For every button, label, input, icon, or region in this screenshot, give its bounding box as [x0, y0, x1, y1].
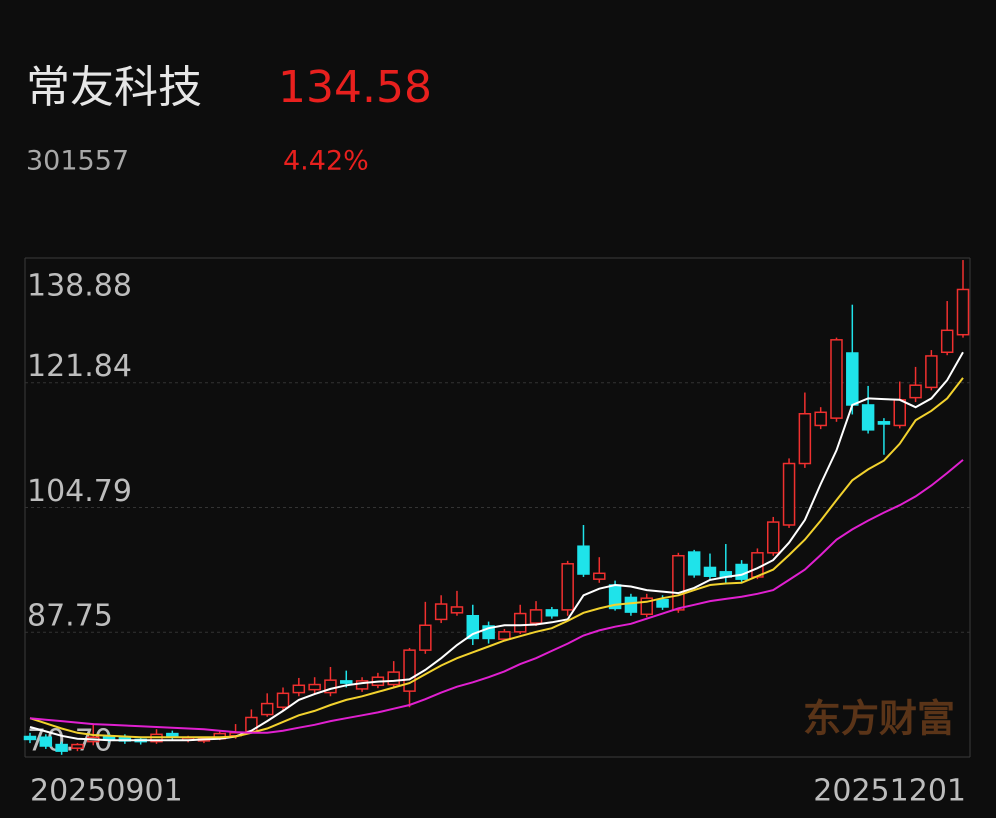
candle-body	[292, 684, 306, 694]
candle-body	[434, 603, 448, 621]
candle-body	[545, 609, 559, 617]
candle-body	[703, 566, 717, 577]
moving-average-line	[29, 377, 964, 739]
candle-body	[766, 521, 780, 554]
candle-body	[830, 339, 843, 419]
candle-body	[846, 352, 859, 406]
y-tick-label: 138.88	[27, 269, 132, 304]
candle-body	[324, 679, 337, 694]
candle-body	[893, 399, 906, 427]
candle-body	[450, 606, 464, 614]
candle-body	[482, 625, 495, 640]
candle-body	[355, 680, 369, 690]
candle-body	[624, 596, 638, 613]
candle-body	[498, 631, 511, 640]
candle-body	[798, 412, 812, 465]
candle-body	[593, 572, 606, 580]
candle-body	[814, 411, 827, 427]
candle-body	[577, 545, 590, 575]
stock-price: 134.58	[278, 62, 432, 113]
candle-body	[656, 598, 669, 608]
candle-body	[687, 551, 701, 576]
candle-body	[513, 612, 527, 633]
candle-body	[940, 329, 954, 354]
stock-change: 4.42%	[283, 146, 369, 177]
candle-body	[276, 692, 290, 708]
candle-body	[23, 735, 37, 741]
candle-body	[672, 554, 685, 611]
candle-body	[308, 683, 321, 691]
x-tick-label: 20250901	[30, 774, 183, 809]
candle-body	[956, 288, 970, 336]
y-tick-label: 121.84	[27, 349, 132, 384]
candle-body	[340, 680, 353, 684]
candle-body	[39, 736, 53, 747]
candle-body	[909, 384, 922, 399]
candle-body	[466, 614, 480, 640]
candle-body	[640, 597, 653, 616]
candle-body	[751, 552, 764, 578]
y-tick-label: 104.79	[27, 474, 132, 509]
candle-body	[166, 732, 179, 738]
candle-body	[55, 743, 68, 752]
candle-body	[387, 671, 400, 686]
candle-body	[782, 462, 796, 526]
stock-code: 301557	[26, 146, 129, 177]
candle-body	[925, 355, 938, 389]
candle-body	[403, 649, 416, 692]
moving-average-line	[29, 459, 964, 734]
candle-body	[561, 563, 574, 611]
candle-body	[71, 743, 84, 749]
candle-body	[419, 624, 432, 651]
candle-body	[877, 421, 891, 425]
x-tick-label: 20251201	[813, 774, 966, 809]
stock-name: 常友科技	[26, 62, 202, 113]
moving-average-line	[29, 351, 964, 742]
candle-body	[735, 563, 748, 580]
candle-body	[861, 404, 875, 431]
y-tick-label: 87.75	[27, 599, 113, 634]
watermark: 东方财富	[803, 696, 955, 741]
candle-body	[529, 609, 543, 624]
candle-body	[260, 702, 274, 716]
